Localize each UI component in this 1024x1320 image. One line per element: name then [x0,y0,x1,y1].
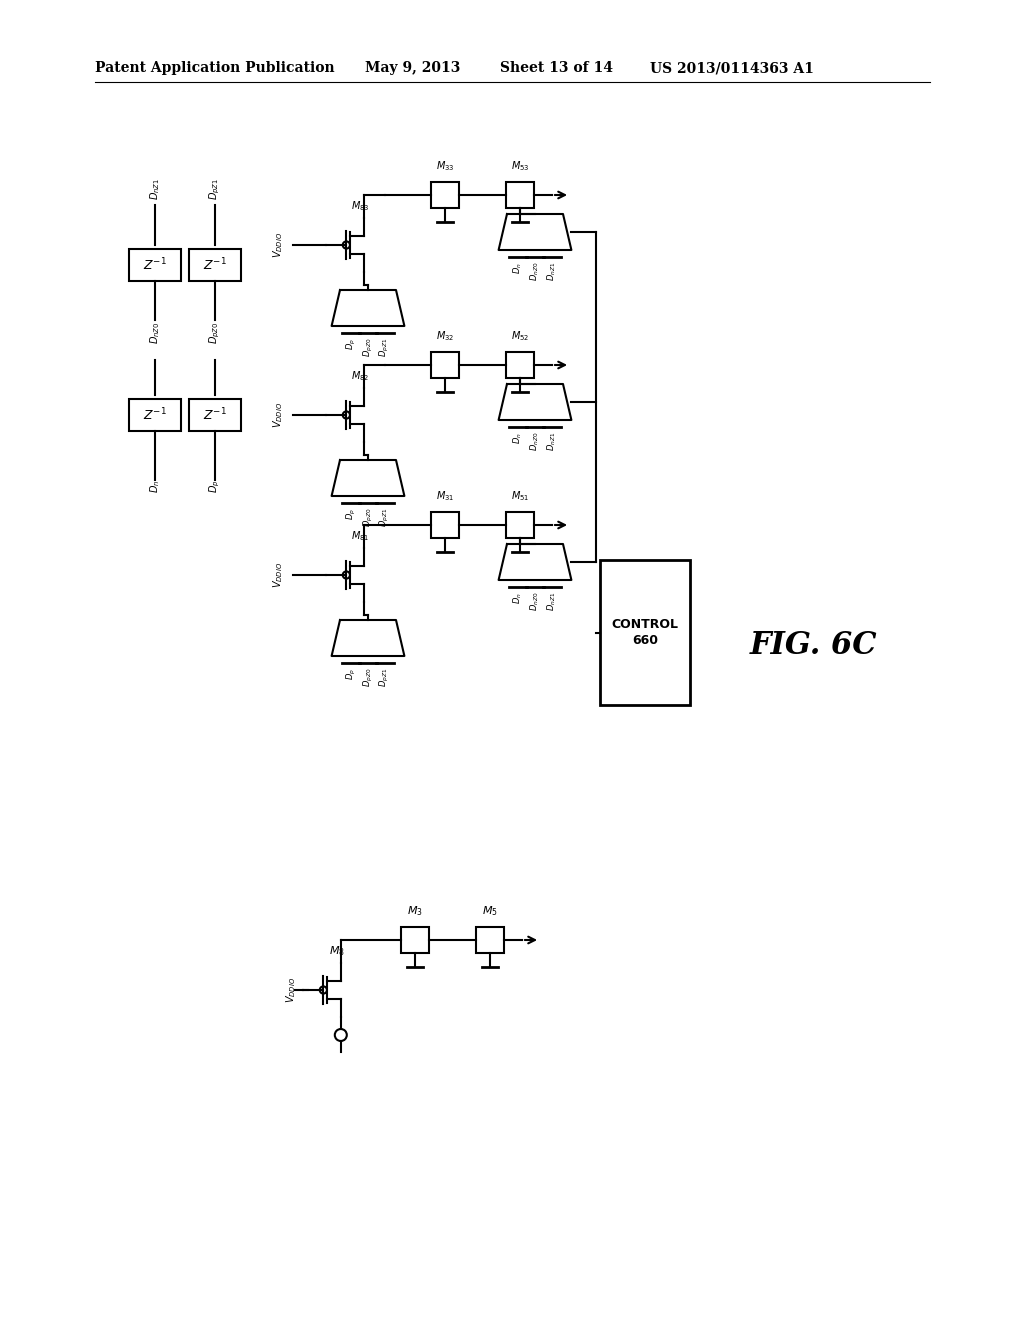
Text: $D_{pZ0}$: $D_{pZ0}$ [361,508,375,528]
Text: $D_n$: $D_n$ [512,591,524,603]
Text: US 2013/0114363 A1: US 2013/0114363 A1 [650,61,814,75]
Bar [431,182,459,209]
Text: $D_{pZ0}$: $D_{pZ0}$ [361,668,375,688]
Text: $M_{32}$: $M_{32}$ [436,329,455,343]
Text: $Z^{-1}$: $Z^{-1}$ [203,256,227,273]
Text: $D_{nZ0}$: $D_{nZ0}$ [148,322,162,345]
Bar [506,352,534,378]
Text: $D_n$: $D_n$ [512,432,524,444]
Bar [600,560,690,705]
Text: $D_{nZ1}$: $D_{nZ1}$ [546,261,558,281]
Text: $D_{pZ1}$: $D_{pZ1}$ [378,508,391,527]
Text: $M_{52}$: $M_{52}$ [511,329,529,343]
Bar [189,249,241,281]
Text: FIG. 6C: FIG. 6C [750,630,878,660]
Text: Sheet 13 of 14: Sheet 13 of 14 [500,61,613,75]
Text: $D_p$: $D_p$ [208,480,222,494]
Text: $D_{nZ1}$: $D_{nZ1}$ [148,178,162,201]
Text: $Z^{-1}$: $Z^{-1}$ [143,256,167,273]
Text: $M_8$: $M_8$ [330,944,345,957]
Bar [506,182,534,209]
Bar [506,512,534,539]
Bar [129,249,181,281]
Text: $D_{nZ0}$: $D_{nZ0}$ [528,432,542,451]
Text: $D_p$: $D_p$ [345,338,357,350]
Text: $M_{31}$: $M_{31}$ [436,490,455,503]
Bar [401,927,429,953]
Text: May 9, 2013: May 9, 2013 [365,61,461,75]
Text: $D_{nZ1}$: $D_{nZ1}$ [546,432,558,451]
Text: $D_{nZ0}$: $D_{nZ0}$ [528,261,542,281]
Text: $Z^{-1}$: $Z^{-1}$ [143,407,167,424]
Text: $M_{81}$: $M_{81}$ [351,529,370,543]
Text: $M_3$: $M_3$ [408,904,423,917]
Text: $D_n$: $D_n$ [148,480,162,494]
Text: $M_{83}$: $M_{83}$ [351,199,370,213]
Text: $D_p$: $D_p$ [345,508,357,520]
Bar [129,399,181,432]
Text: $M_{51}$: $M_{51}$ [511,490,529,503]
Text: $M_{53}$: $M_{53}$ [511,160,529,173]
Text: $D_{pZ1}$: $D_{pZ1}$ [208,178,222,201]
Text: $D_{pZ1}$: $D_{pZ1}$ [378,668,391,688]
Text: $D_{nZ1}$: $D_{nZ1}$ [546,591,558,611]
Text: $M_{82}$: $M_{82}$ [351,368,370,383]
Bar [476,927,504,953]
Text: $M_{33}$: $M_{33}$ [436,160,455,173]
Text: $M_5$: $M_5$ [482,904,498,917]
Text: $V_{DDIO}$: $V_{DDIO}$ [285,977,298,1003]
Text: $D_{pZ0}$: $D_{pZ0}$ [208,322,222,345]
Text: $Z^{-1}$: $Z^{-1}$ [203,407,227,424]
Text: $V_{DDIO}$: $V_{DDIO}$ [271,232,285,259]
Text: $D_{pZ1}$: $D_{pZ1}$ [378,338,391,358]
Text: Patent Application Publication: Patent Application Publication [95,61,335,75]
Text: $D_{pZ0}$: $D_{pZ0}$ [361,338,375,358]
Text: $V_{DDIO}$: $V_{DDIO}$ [271,562,285,589]
Bar [431,512,459,539]
Text: $V_{DDIO}$: $V_{DDIO}$ [271,401,285,428]
Text: CONTROL
660: CONTROL 660 [611,619,679,647]
Bar [189,399,241,432]
Text: $D_{nZ0}$: $D_{nZ0}$ [528,591,542,611]
Text: $D_n$: $D_n$ [512,261,524,273]
Bar [431,352,459,378]
Text: $D_p$: $D_p$ [345,668,357,680]
